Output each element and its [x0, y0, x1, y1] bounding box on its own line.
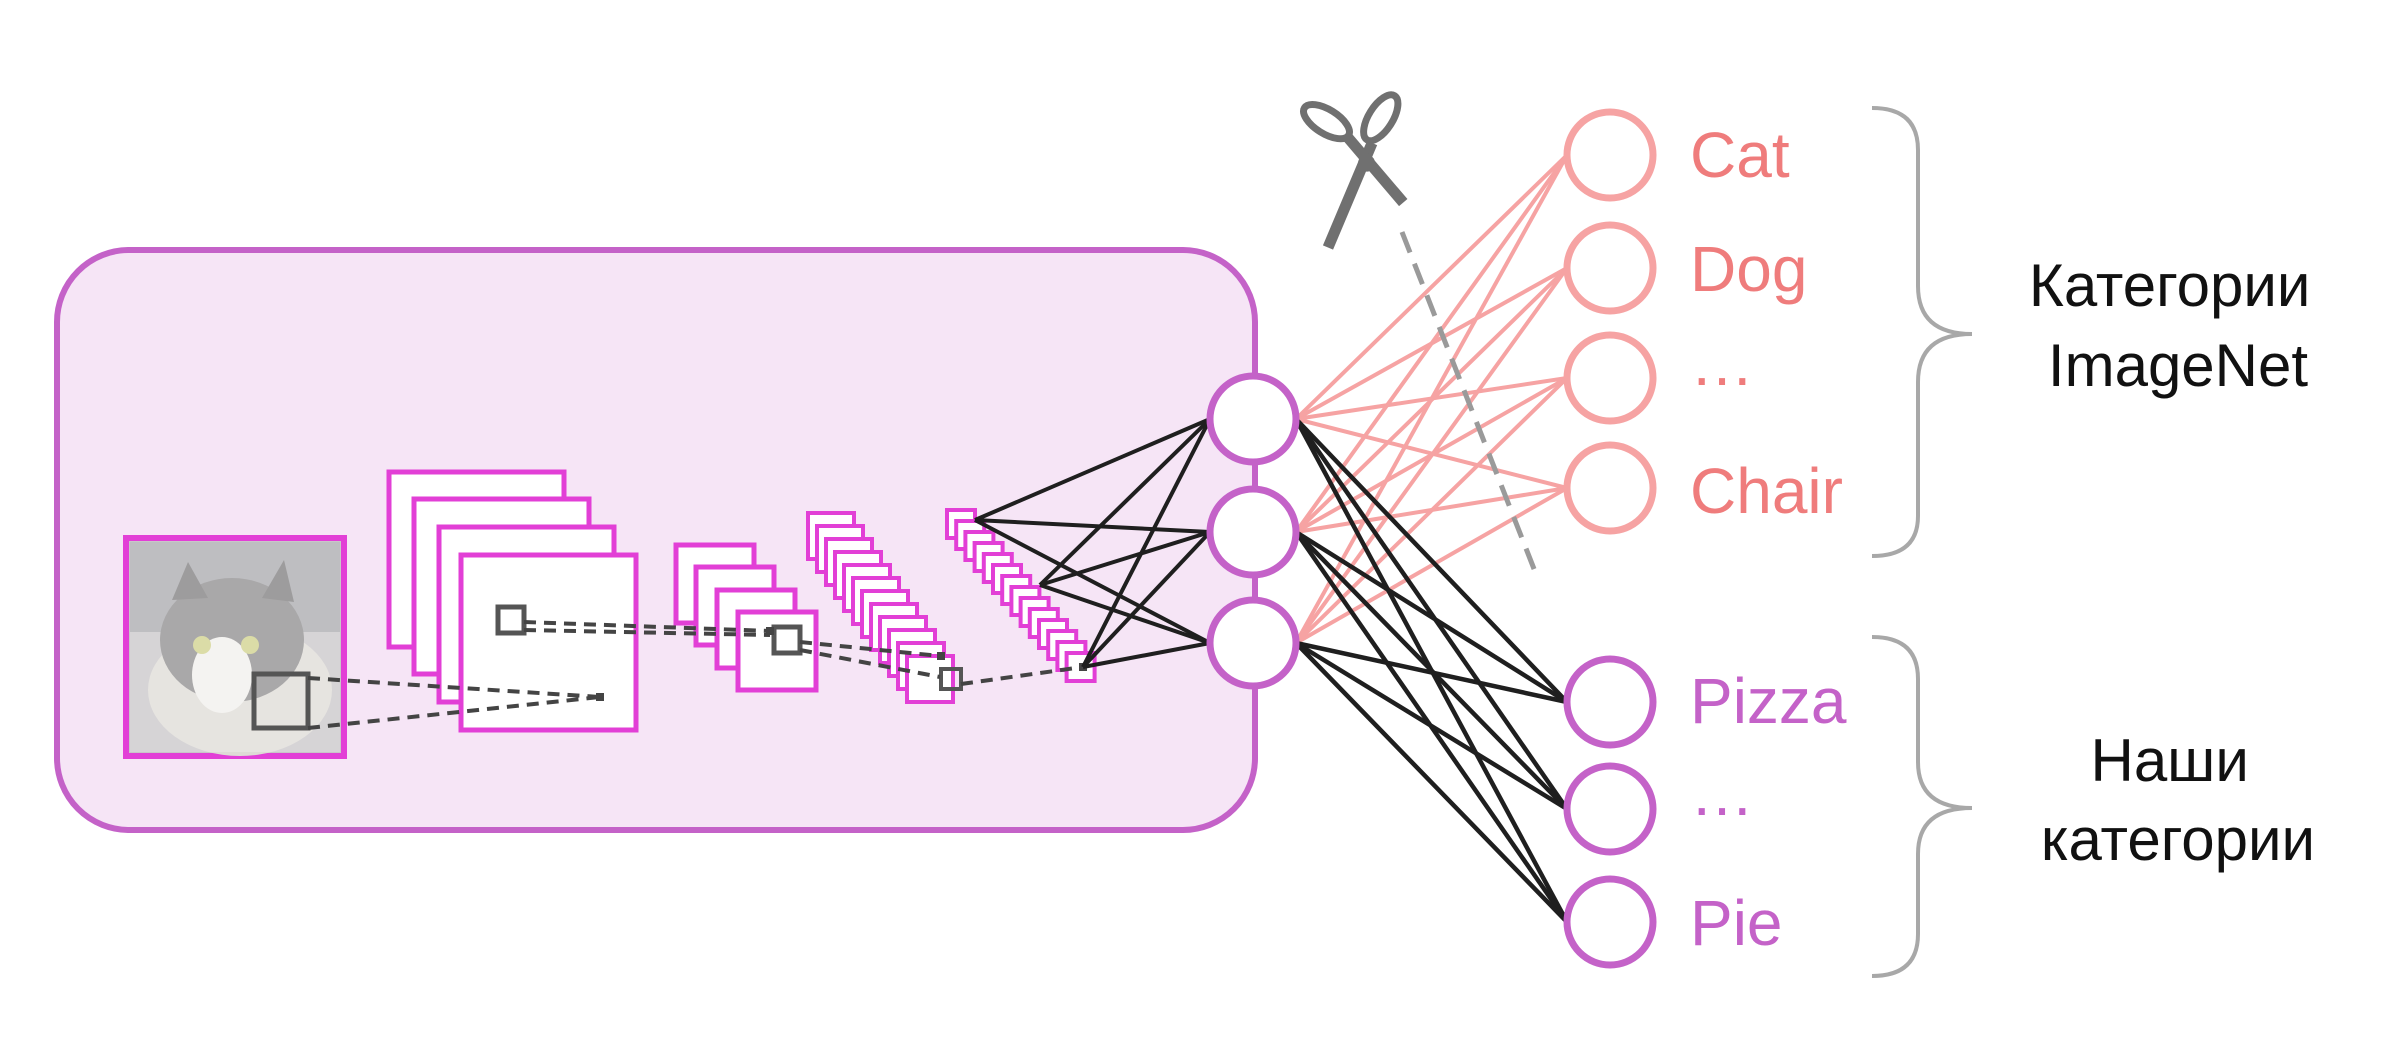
feature-connection: [1039, 583, 1211, 645]
new-connection: [1294, 417, 1569, 811]
class-label-pizza: Pizza: [1690, 665, 1847, 737]
output-node-dog: [1563, 221, 1657, 315]
class-label-chair: Chair: [1690, 455, 1843, 527]
class-label-cat: Cat: [1690, 119, 1790, 191]
scissors-icon: [1300, 91, 1408, 250]
filter-box-2: [771, 624, 803, 656]
new-connection: [1294, 641, 1569, 924]
imagenet-group-label: Категории ImageNet: [2029, 252, 2327, 399]
feature-connection: [974, 518, 1211, 534]
hidden-node: [1206, 372, 1300, 466]
class-label-ellipsis: …: [1690, 327, 1754, 399]
cut-line: [1399, 231, 1539, 575]
conv-block-3: [806, 511, 955, 704]
feature-map: [905, 654, 955, 704]
new-output-layer: [1563, 655, 1657, 969]
feature-to-hidden-connections: [974, 417, 1212, 669]
receptive-field-box: [251, 671, 311, 731]
output-node-ellipsis: [1563, 331, 1657, 425]
new-classes-brace: [1871, 635, 1973, 978]
class-label-pie: Pie: [1690, 887, 1783, 959]
filter-box-3: [939, 667, 963, 691]
new-connection: [1294, 417, 1569, 704]
new-connection: [1295, 640, 1568, 705]
class-label-dog: Dog: [1690, 233, 1807, 305]
feature-connection: [1081, 530, 1212, 669]
conv-block-4: [945, 508, 1097, 683]
old-head-connections: [1294, 153, 1569, 645]
filter-box-1: [495, 604, 527, 636]
receptive-field-lines: [307, 620, 1084, 730]
new-connection: [1294, 530, 1569, 704]
new-group-label: Наши категории: [2041, 727, 2315, 873]
feature-connection: [1038, 417, 1212, 587]
imagenet-brace: [1871, 106, 1973, 558]
old-connection: [1295, 486, 1568, 645]
feature-connection: [1039, 530, 1211, 587]
class-label-ellipsis-new: …: [1690, 757, 1754, 829]
output-node-pie: [1563, 875, 1657, 969]
output-node-chair: [1563, 441, 1657, 535]
output-node-ellipsis-new: [1563, 762, 1657, 856]
hidden-layer: [1206, 372, 1300, 690]
new-head-connections: [1294, 417, 1569, 924]
old-connection: [1294, 153, 1569, 421]
output-node-cat: [1563, 108, 1657, 202]
feature-connection: [1081, 418, 1212, 668]
new-connection: [1294, 641, 1569, 811]
hidden-node: [1206, 485, 1300, 579]
feature-connection: [974, 518, 1211, 645]
input-cat-image: [123, 535, 347, 759]
hidden-node: [1206, 596, 1300, 690]
feature-connection: [974, 417, 1211, 522]
output-node-pizza: [1563, 655, 1657, 749]
conv-block-1: [386, 469, 639, 733]
feature-connection: [1082, 641, 1211, 669]
imagenet-output-layer: [1563, 108, 1657, 535]
